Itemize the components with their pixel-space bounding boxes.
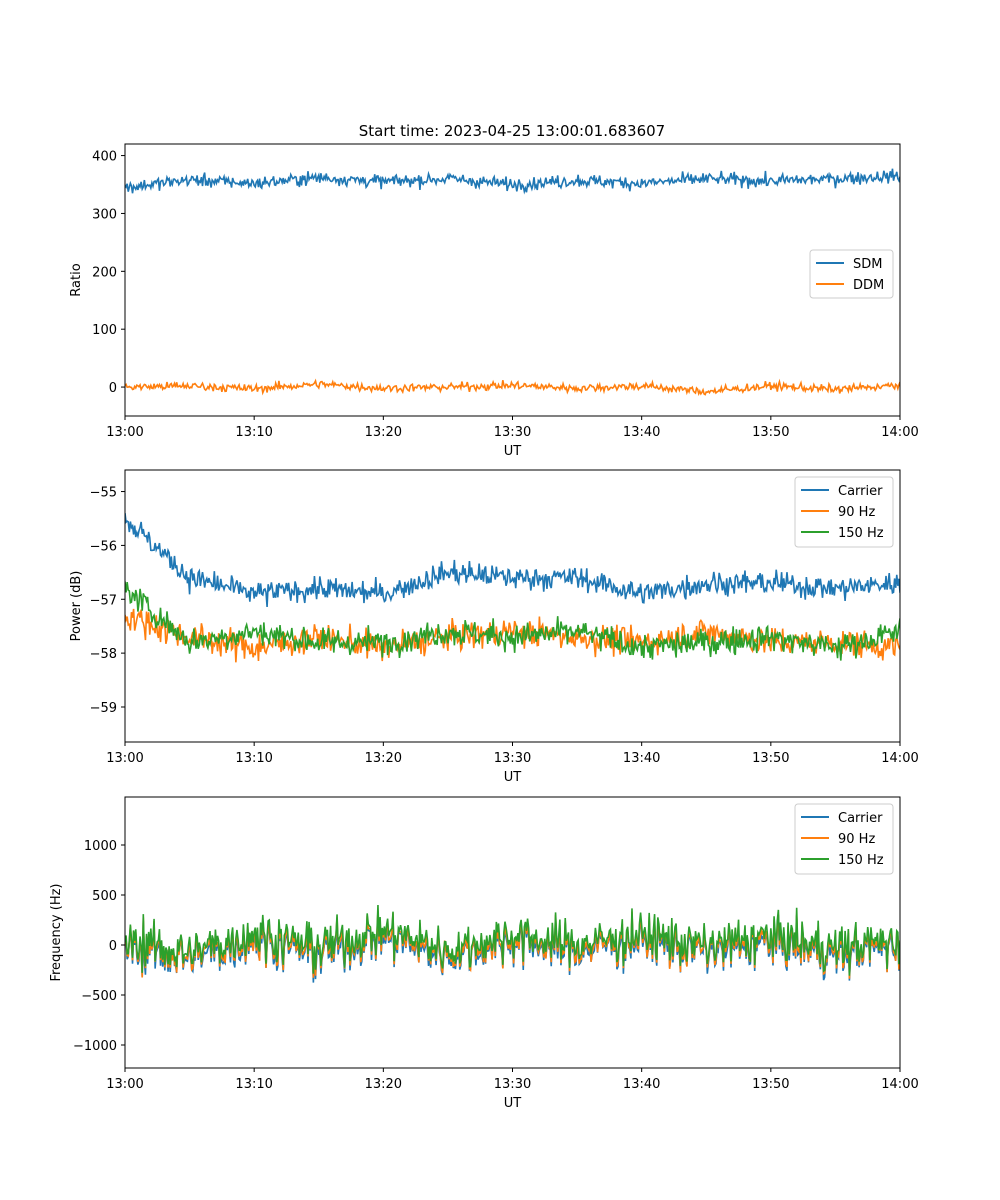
- frequency-y-tick-label: 1000: [84, 839, 117, 854]
- power-legend-box: [794, 476, 894, 548]
- ratio-x-tick-label: 13:30: [494, 425, 531, 440]
- ratio-x-tick-label: 13:50: [752, 425, 789, 440]
- power-x-tick-label: 14:00: [881, 751, 918, 766]
- ratio-y-tick-label: 300: [92, 207, 117, 222]
- power-x-tick-label: 13:40: [623, 751, 660, 766]
- power-x-tick-label: 13:30: [494, 751, 531, 766]
- frequency-panel: 13:00 13:10 13:20 13:30 13:40 13:50 14:00 1000 5…: [49, 796, 919, 1111]
- figure-title: Start time: 2023-04-25 13:00:01.683607: [359, 122, 665, 140]
- frequency-x-tick-label: 13:30: [494, 1077, 531, 1092]
- frequency-x-tick-label: 13:50: [752, 1077, 789, 1092]
- ratio-x-axis-label: UT: [504, 444, 522, 459]
- power-x-tick-label: 13:10: [235, 751, 272, 766]
- frequency-series-150-hz-line: [125, 904, 900, 976]
- frequency-x-tick-label: 13:00: [106, 1077, 143, 1092]
- frequency-legend: Carrier 90 Hz 150 Hz: [794, 803, 894, 875]
- ratio-x-tick-label: 13:40: [623, 425, 660, 440]
- ratio-y-tick-label: 400: [92, 150, 117, 165]
- ratio-x-tick-label: 13:20: [365, 425, 402, 440]
- power-y-tick-label: −58: [90, 647, 117, 662]
- ratio-series-sdm-line: [125, 168, 900, 195]
- ratio-legend-label-ddm: DDM: [853, 278, 884, 293]
- power-series-150-hz-line: [125, 581, 900, 661]
- power-y-axis-label: Power (dB): [69, 571, 84, 642]
- power-series-90-hz-line: [125, 608, 900, 663]
- power-legend-label-150-hz: 150 Hz: [838, 526, 884, 541]
- power-y-tick-label: −57: [90, 593, 117, 608]
- frequency-x-tick-label: 13:40: [623, 1077, 660, 1092]
- ratio-legend: SDM DDM: [809, 249, 894, 299]
- power-x-axis-label: UT: [504, 770, 522, 785]
- frequency-y-tick-label: 0: [109, 939, 117, 954]
- power-series-carrier-line: [125, 513, 900, 608]
- ratio-y-tick-label: 100: [92, 323, 117, 338]
- ratio-x-tick-label: 13:10: [235, 425, 272, 440]
- ratio-y-tick-label: 0: [109, 381, 117, 396]
- ratio-y-axis-label: Ratio: [69, 263, 84, 296]
- power-y-tick-label: −56: [90, 539, 117, 554]
- frequency-legend-label-carrier: Carrier: [838, 811, 883, 826]
- power-y-tick-label: −59: [90, 701, 117, 716]
- frequency-x-tick-label: 14:00: [881, 1077, 918, 1092]
- power-x-tick-label: 13:20: [365, 751, 402, 766]
- frequency-x-tick-label: 13:10: [235, 1077, 272, 1092]
- ratio-x-tick-label: 14:00: [881, 425, 918, 440]
- frequency-x-axis-label: UT: [504, 1096, 522, 1111]
- ratio-y-tick-label: 200: [92, 265, 117, 280]
- ratio-x-tick-label: 13:00: [106, 425, 143, 440]
- ratio-series-ddm-line: [125, 378, 900, 397]
- frequency-legend-box: [794, 803, 894, 875]
- frequency-y-tick-label: −500: [81, 989, 117, 1004]
- power-legend: Carrier 90 Hz 150 Hz: [794, 476, 894, 548]
- frequency-y-tick-label: 500: [92, 889, 117, 904]
- power-legend-label-90-hz: 90 Hz: [838, 505, 875, 520]
- ratio-legend-label-sdm: SDM: [853, 257, 882, 272]
- frequency-x-tick-label: 13:20: [365, 1077, 402, 1092]
- frequency-legend-label-90-hz: 90 Hz: [838, 832, 875, 847]
- frequency-legend-label-150-hz: 150 Hz: [838, 853, 884, 868]
- frequency-y-axis-label: Frequency (Hz): [49, 883, 64, 981]
- power-panel: 13:00 13:10 13:20 13:30 13:40 13:50 14:00 −55 −5…: [69, 469, 919, 785]
- frequency-y-tick-label: −1000: [73, 1039, 117, 1054]
- power-legend-label-carrier: Carrier: [838, 484, 883, 499]
- power-x-tick-label: 13:00: [106, 751, 143, 766]
- power-y-tick-label: −55: [90, 486, 117, 501]
- power-x-tick-label: 13:50: [752, 751, 789, 766]
- ratio-panel: 13:00 13:10 13:20 13:30 13:40 13:50 14:00 400 30…: [69, 143, 919, 459]
